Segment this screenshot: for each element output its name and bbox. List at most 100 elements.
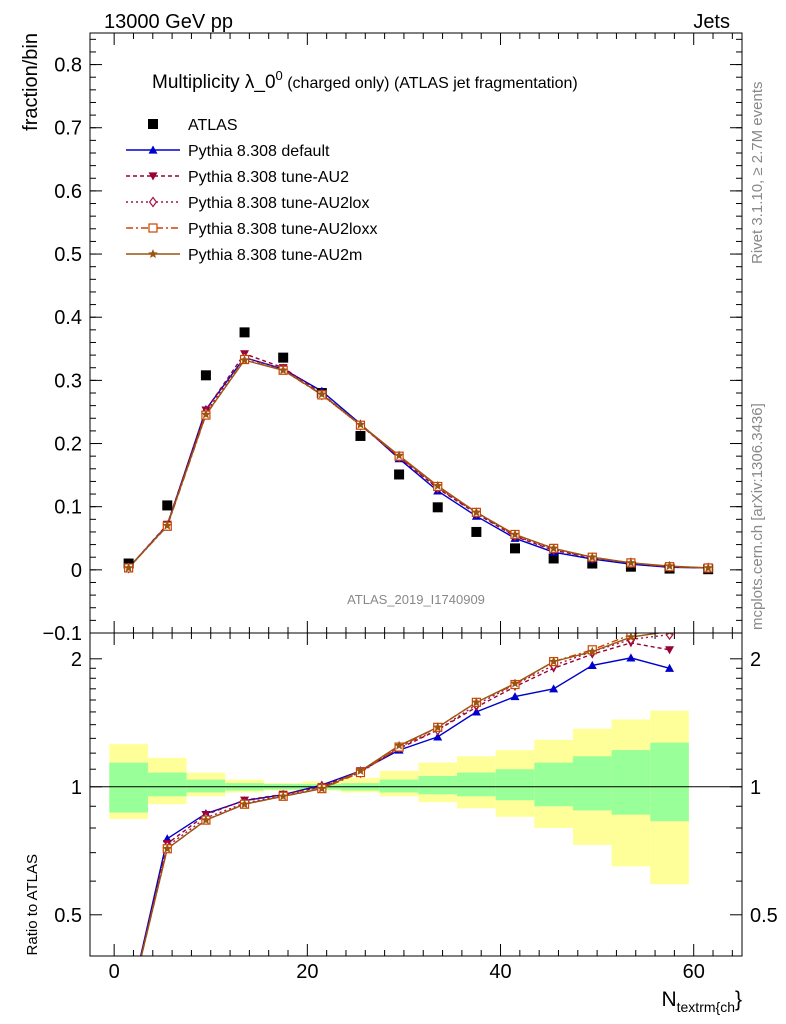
- point-atlas: [510, 543, 521, 554]
- point-atlas: [355, 430, 366, 441]
- legend-label-pythia-8-308-tune-au2loxx: Pythia 8.308 tune-AU2loxx: [188, 221, 377, 238]
- ratio-point-pythia-8-308-tune-au2: [124, 1006, 133, 1014]
- ratio-point-pythia-8-308-tune-au2loxx: [666, 623, 674, 631]
- top-y-tick-label: 0.3: [54, 370, 82, 392]
- uncertainty-band-inner: [457, 772, 496, 797]
- ratio-point-pythia-8-308-default: [665, 663, 675, 672]
- legend-label-pythia-8-308-default: Pythia 8.308 default: [188, 143, 330, 160]
- ratio-point-pythia-8-308-tune-au2m: [355, 765, 366, 775]
- point-pythia-8-308-tune-au2m: [162, 520, 172, 530]
- point-atlas: [587, 558, 598, 569]
- top-y-tick-label: −0.1: [43, 623, 82, 645]
- point-pythia-8-308-tune-au2m: [394, 450, 404, 460]
- bottom-y-tick-label: 2: [71, 649, 82, 671]
- title-suffix: (charged only) (ATLAS jet fragmentation): [283, 75, 578, 92]
- mcplots-label: mcplots.cern.ch [arXiv:1306.3436]: [749, 403, 766, 630]
- legend-marker-pythia-8-308-default: [148, 145, 158, 154]
- ratio-point-pythia-8-308-tune-au2m: [548, 656, 559, 666]
- ratio-point-pythia-8-308-tune-au2m: [162, 843, 172, 853]
- series-line-pythia-8-308-tune-au2m: [128, 359, 709, 569]
- ratio-point-pythia-8-308-tune-au2m: [278, 791, 288, 801]
- bottom-panel-frame: [89, 632, 743, 957]
- top-y-tick-label: 0.7: [54, 118, 82, 140]
- ratio-point-pythia-8-308-tune-au2m: [433, 722, 443, 732]
- ratio-point-pythia-8-308-default: [626, 653, 636, 662]
- top-y-tick-label: 0.1: [54, 497, 82, 519]
- point-pythia-8-308-tune-au2m: [433, 480, 443, 490]
- legend-label-atlas: ATLAS: [188, 117, 238, 134]
- ratio-point-pythia-8-308-tune-au2m: [394, 740, 404, 750]
- point-atlas: [432, 502, 443, 513]
- uncertainty-band-inner: [109, 762, 148, 813]
- x-axis-label: Ntextrm{ch}: [661, 988, 742, 1015]
- title-main: Multiplicity λ_0: [152, 72, 276, 93]
- ratio-point-pythia-8-308-tune-au2m: [626, 633, 636, 642]
- point-pythia-8-308-tune-au2m: [703, 562, 713, 572]
- ratio-point-pythia-8-308-tune-au2m: [471, 697, 482, 707]
- uncertainty-band-inner: [147, 772, 187, 797]
- x-tick-label: 20: [296, 961, 318, 983]
- series-line-pythia-8-308-tune-au2: [128, 352, 709, 569]
- uncertainty-band-inner: [650, 742, 689, 822]
- bottom-axes: 0.5 0.51 12 20 20 40 60: [54, 633, 778, 983]
- point-atlas: [471, 526, 482, 537]
- ratio-point-pythia-8-308-tune-au2m: [201, 815, 211, 825]
- uncertainty-band-inner: [572, 756, 612, 811]
- ratio-point-pythia-8-308-tune-au2loxx: [125, 1005, 133, 1013]
- legend-label-pythia-8-308-tune-au2lox: Pythia 8.308 tune-AU2lox: [188, 195, 369, 212]
- top-chart-title: Multiplicity λ_00 (charged only) (ATLAS …: [152, 68, 578, 93]
- point-pythia-8-308-tune-au2m: [278, 365, 288, 375]
- bottom-y-axis-label: Ratio to ATLAS: [24, 854, 41, 955]
- point-atlas: [239, 327, 250, 338]
- legend-marker-pythia-8-308-tune-au2: [148, 172, 158, 181]
- series-line-pythia-8-308-default: [128, 356, 709, 569]
- point-pythia-8-308-tune-au2m: [239, 355, 250, 365]
- uncertainty-band-inner: [611, 750, 651, 815]
- top-axes: −0.1 0 0.1 0.2 0.3 0.4 0.5 0.6 0.7 0.8: [43, 33, 742, 645]
- uncertainty-band-inner: [186, 779, 226, 793]
- uncertainty-band-inner: [379, 779, 419, 793]
- analysis-watermark: ATLAS_2019_I1740909: [347, 592, 485, 607]
- ratio-point-pythia-8-308-tune-au2m: [239, 799, 250, 809]
- legend: ATLAS Pythia 8.308 default Pythia 8.308 tu…: [126, 117, 377, 264]
- header-left-label: 13000 GeV pp: [104, 11, 233, 33]
- x-tick-label: 40: [489, 961, 511, 983]
- title-superscript: 0: [276, 68, 283, 83]
- bottom-data-layer: [90, 623, 742, 1014]
- bottom-panel: 0.5 0.51 12 20 20 40 60 Ratio to ATLAS Ntextrm…: [24, 623, 778, 1015]
- series-line-pythia-8-308-tune-au2lox: [128, 356, 709, 569]
- bottom-y-tick-label-right: 0.5: [750, 905, 778, 927]
- point-pythia-8-308-tune-au2m: [201, 409, 211, 419]
- top-y-tick-label: 0.4: [54, 307, 82, 329]
- x-tick-label: 0: [109, 961, 120, 983]
- ratio-line-pythia-8-308-tune-au2: [140, 642, 670, 956]
- uncertainty-band-inner: [418, 776, 458, 795]
- legend-label-pythia-8-308-tune-au2m: Pythia 8.308 tune-AU2m: [188, 247, 362, 264]
- point-atlas: [548, 553, 559, 564]
- legend-marker-pythia-8-308-tune-au2loxx: [148, 223, 158, 233]
- top-y-tick-label: 0: [71, 560, 82, 582]
- bottom-y-tick-label-right: 1: [750, 777, 761, 799]
- top-panel: −0.1 0 0.1 0.2 0.3 0.4 0.5 0.6 0.7 0.8 fraction/b…: [20, 32, 743, 645]
- x-axis-label-sub: textrm{ch: [677, 999, 735, 1015]
- legend-marker-atlas: [148, 119, 158, 129]
- ratio-point-pythia-8-308-tune-au2m: [510, 678, 520, 688]
- point-pythia-8-308-tune-au2m: [355, 419, 366, 429]
- uncertainty-band-inner: [534, 762, 573, 807]
- legend-label-pythia-8-308-tune-au2: Pythia 8.308 tune-AU2: [188, 169, 349, 186]
- point-atlas: [394, 469, 405, 480]
- x-axis-label-tail: }: [735, 988, 742, 1011]
- top-y-tick-label: 0.2: [54, 434, 82, 456]
- ratio-point-pythia-8-308-default: [510, 692, 520, 701]
- legend-marker-pythia-8-308-tune-au2lox: [148, 196, 158, 208]
- top-y-axis-label: fraction/bin: [20, 33, 42, 131]
- bottom-y-tick-label: 1: [71, 777, 82, 799]
- point-atlas: [278, 352, 289, 363]
- point-pythia-8-308-tune-au2m: [664, 561, 675, 571]
- top-data-layer: [123, 327, 714, 575]
- point-pythia-8-308-tune-au2m: [510, 529, 520, 539]
- ratio-point-pythia-8-308-default: [549, 684, 559, 693]
- bottom-y-tick-label: 0.5: [54, 905, 82, 927]
- point-pythia-8-308-tune-au2m: [471, 507, 482, 517]
